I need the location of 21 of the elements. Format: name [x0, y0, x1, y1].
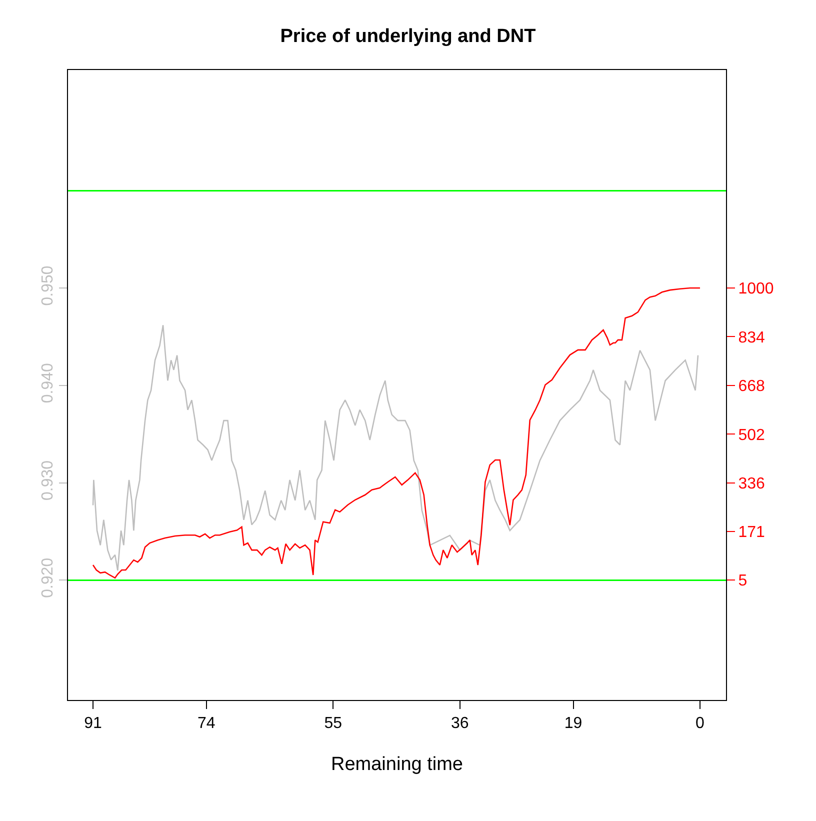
x-tick-label: 91: [84, 715, 102, 732]
chart-title: Price of underlying and DNT: [280, 26, 536, 47]
line-series: [92, 324, 699, 572]
y2-tick-label: 5: [738, 572, 748, 590]
line-series: [92, 287, 701, 579]
y-tick-label: 0.930: [40, 460, 57, 500]
x-tick-label: 55: [324, 715, 342, 732]
x-tick-label: 36: [450, 715, 469, 732]
y2-tick-label: 171: [738, 524, 765, 541]
x-tick-label: 74: [198, 715, 216, 732]
y2-tick-label: 336: [738, 475, 765, 492]
y-tick-label: 0.950: [40, 266, 57, 306]
x-axis-title: Remaining time: [331, 754, 463, 775]
x-tick-label: 19: [564, 715, 582, 732]
y2-tick-label: 668: [738, 378, 765, 396]
y2-tick-label: 834: [738, 329, 765, 346]
y2-tick-label: 502: [738, 426, 765, 444]
x-tick-label: 0: [696, 715, 705, 732]
y2-tick-label: 1000: [738, 280, 774, 298]
y-tick-label: 0.920: [40, 558, 57, 598]
y-tick-label: 0.940: [40, 362, 57, 404]
